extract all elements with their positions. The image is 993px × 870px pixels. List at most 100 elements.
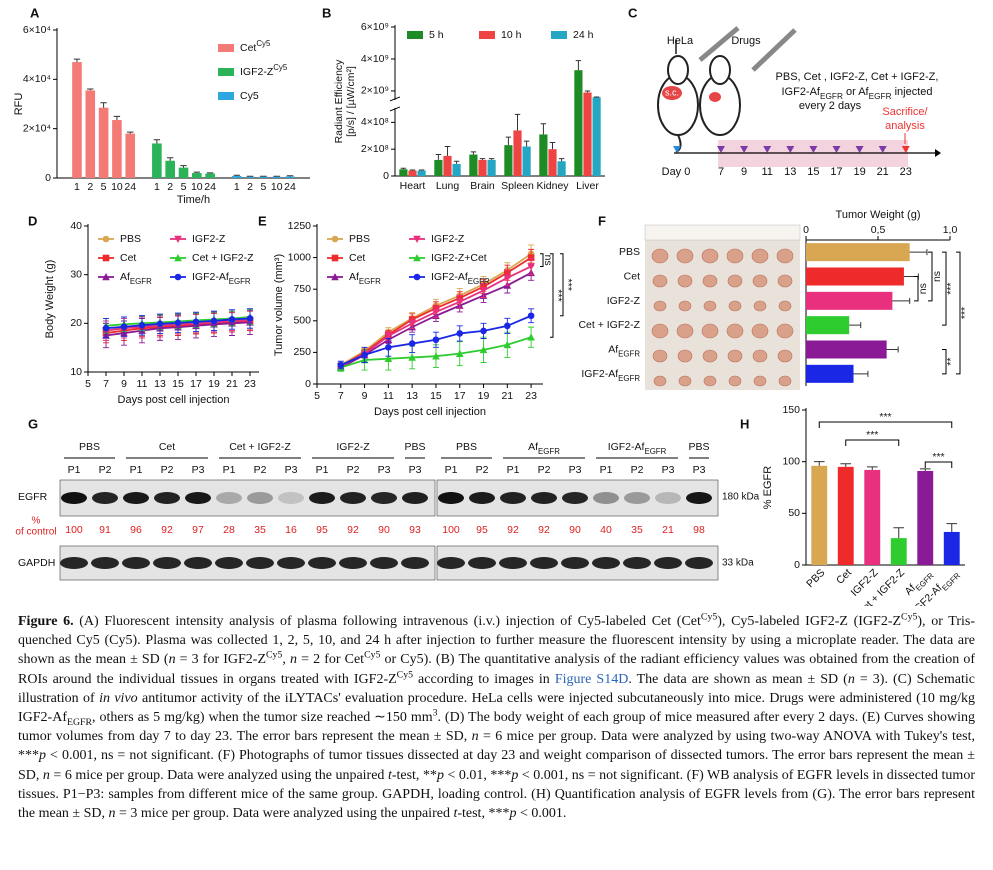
caption-text: ), or Tris-quenched Cy5 (Cy5). Plasma wa…	[18, 614, 975, 668]
panel-label: A	[30, 5, 40, 20]
marker	[384, 332, 393, 340]
bar	[417, 170, 426, 176]
egfr-band	[278, 492, 304, 504]
marker	[503, 274, 512, 282]
marker	[408, 340, 416, 347]
legend-label-text: IGF2-Z	[192, 233, 226, 245]
x-tick-label: 11	[137, 378, 148, 390]
egfr-band	[686, 492, 712, 504]
legend-label-text: Cet	[120, 252, 136, 264]
bar	[399, 169, 408, 176]
panel-label: B	[322, 5, 331, 20]
egfr-band	[154, 492, 180, 504]
legend-label: IGF2-Z	[431, 233, 465, 245]
day-label: 13	[784, 166, 796, 178]
significance-bracket	[560, 253, 564, 317]
gapdh-band	[122, 557, 150, 569]
x-tick-label-sub: EGFR	[940, 570, 962, 592]
legend-label-text: IGF2-Z+Cet	[431, 252, 487, 264]
y-axis-label: Body Weight (g)	[44, 260, 56, 339]
marker	[102, 254, 110, 262]
tumor	[653, 375, 667, 387]
marker	[156, 320, 164, 328]
x-tick-label: Spleen	[501, 180, 534, 192]
group-label: PBS	[79, 441, 100, 453]
marker	[331, 235, 339, 243]
egfr-band	[247, 492, 273, 504]
significance-label: ns	[917, 283, 929, 294]
tumor	[751, 248, 769, 264]
marker	[384, 354, 393, 363]
bar	[469, 154, 478, 176]
caption-text: or Cy5). (B) The quantitative analysis o…	[18, 652, 975, 687]
y-tick-label-text: IGF2-Z	[607, 295, 641, 307]
x-tick-label: 2	[247, 181, 253, 193]
bar	[806, 316, 850, 335]
gapdh-band	[370, 557, 398, 569]
marker	[192, 318, 200, 326]
percent-value: 21	[662, 524, 674, 536]
error-bar	[866, 466, 878, 470]
group-label-text: Af	[528, 441, 538, 453]
tumor	[728, 300, 742, 312]
bar	[548, 149, 557, 176]
marker	[527, 312, 535, 320]
marker	[120, 323, 128, 331]
egfr-band	[402, 492, 428, 504]
bar	[285, 176, 295, 178]
percent-value: 92	[161, 524, 173, 536]
gapdh-band	[468, 557, 496, 569]
percent-value: 95	[476, 524, 488, 536]
legend-label: PBS	[120, 233, 141, 245]
marker	[527, 333, 535, 341]
error-bar	[409, 169, 416, 171]
caption-text: = 2 for Cet	[296, 652, 365, 668]
gapdh-band	[60, 557, 88, 569]
x-tick-label: Cet	[834, 567, 854, 587]
caption-text[interactable]: Figure S14D	[554, 671, 629, 687]
legend-label: 10 h	[501, 29, 522, 41]
marker	[413, 273, 421, 281]
percent-value: 16	[285, 524, 297, 536]
ruler	[644, 224, 801, 241]
day-label: 7	[718, 166, 724, 178]
lane-label: P1	[316, 464, 329, 476]
group-label-text: PBS	[79, 441, 100, 453]
y-tick-label: Cet + IGF2-Z	[578, 319, 640, 331]
marker	[527, 254, 535, 261]
marker	[503, 340, 512, 349]
caption-text: Cy5	[700, 612, 718, 623]
bar	[806, 267, 904, 286]
group-label: Cet + IGF2-Z	[229, 441, 291, 453]
injection-marker	[809, 146, 818, 153]
caption-text: antitumor activity of the iLYTACs' evalu…	[18, 690, 975, 726]
injection-label: s.c.	[665, 87, 679, 97]
legend-label-text: Cet	[240, 42, 256, 54]
x-axis-label: Days post cell injection	[374, 406, 486, 418]
legend-label: AfEGFR	[349, 271, 381, 286]
legend-label-sup: Cy5	[256, 39, 271, 48]
tumor	[676, 323, 694, 339]
bar	[478, 159, 487, 176]
x-tick-label: 21	[226, 378, 238, 390]
caption-text: n	[42, 767, 50, 783]
gapdh-band	[308, 557, 336, 569]
caption-text: p	[436, 767, 444, 783]
x-tick-label: 2	[167, 181, 173, 193]
y-axis-label: % EGFR	[762, 466, 774, 509]
marker	[228, 316, 236, 323]
group-label: AfEGFR	[528, 441, 560, 456]
egfr-band	[531, 492, 557, 504]
x-tick-label: 2	[87, 181, 93, 193]
error-bar	[206, 172, 214, 174]
marker	[413, 235, 421, 243]
x-tick-label-text: PBS	[804, 567, 827, 590]
bar	[522, 146, 531, 176]
error-bar	[840, 463, 852, 467]
day0-marker	[673, 146, 681, 153]
x-tick-label: 24	[284, 181, 296, 193]
percent-value: 35	[254, 524, 266, 536]
tumor	[652, 349, 668, 363]
error-bar	[100, 102, 107, 108]
bar	[152, 143, 162, 178]
